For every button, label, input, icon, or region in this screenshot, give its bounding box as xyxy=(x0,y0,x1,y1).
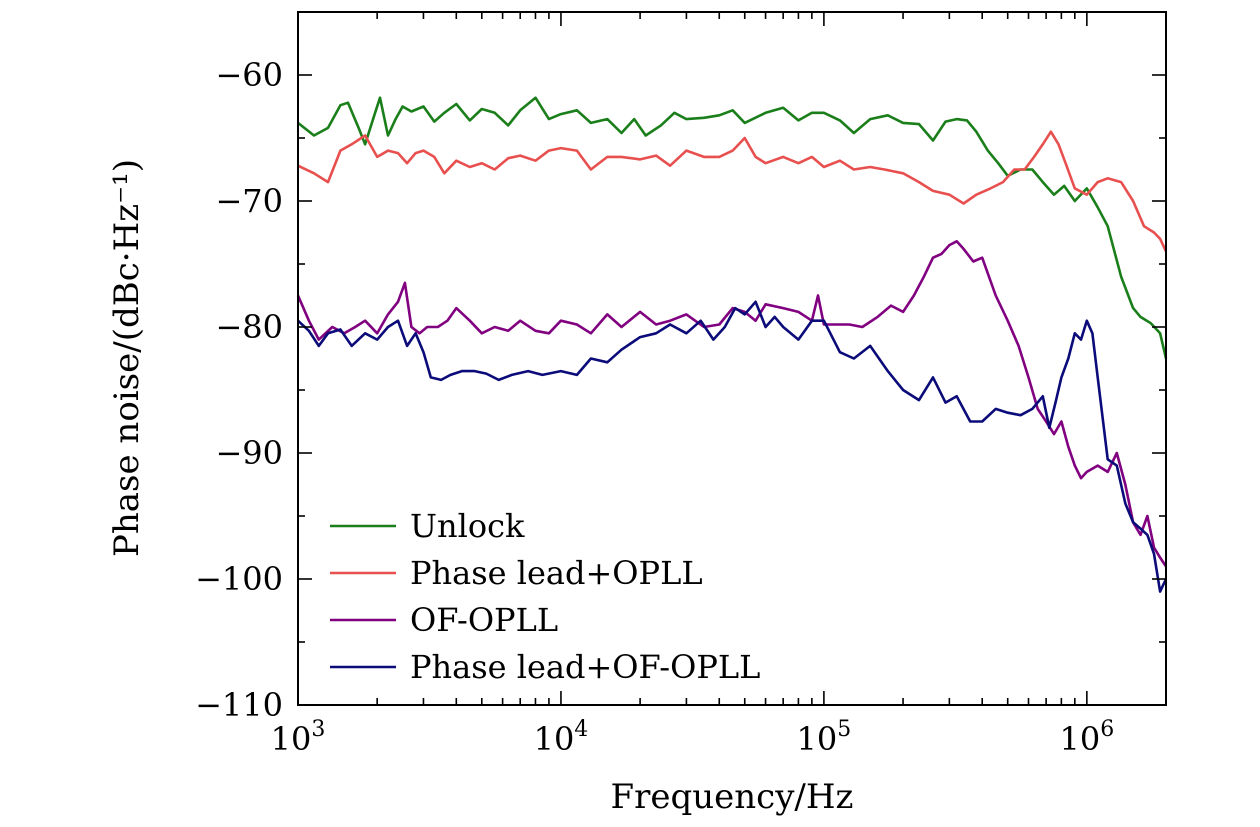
legend-label: Phase lead+OF-OPLL xyxy=(410,648,760,686)
ticks-layer xyxy=(297,11,1167,706)
series-layer xyxy=(296,96,1168,593)
x-tick-label: 106 xyxy=(1059,717,1114,758)
y-tick-label: −90 xyxy=(215,434,283,472)
y-tick-label: −110 xyxy=(195,686,283,724)
series-line-1 xyxy=(297,130,1168,252)
series-line-3 xyxy=(297,300,1168,593)
legend-label: Unlock xyxy=(410,507,525,545)
x-tick-labels: 103 104 105 106 xyxy=(271,717,1115,758)
legend-label: OF-OPLL xyxy=(410,601,558,639)
x-tick-label: 103 xyxy=(271,717,326,758)
plot-frame xyxy=(297,11,1167,706)
y-tick-label: −70 xyxy=(215,182,283,220)
legend-label: Phase lead+OPLL xyxy=(410,554,703,592)
series-line-2 xyxy=(296,240,1168,568)
y-tick-label: −100 xyxy=(195,560,283,598)
legend: Unlock Phase lead+OPLL OF-OPLL Phase lead+O… xyxy=(330,507,760,686)
x-tick-label: 105 xyxy=(797,717,852,758)
x-tick-label: 104 xyxy=(534,717,589,758)
y-tick-labels: −60 −70 −80 −90 −100 −110 xyxy=(195,56,283,724)
y-axis-label: Phase noise/(dBc·Hz⁻¹) xyxy=(107,159,147,557)
y-tick-label: −80 xyxy=(215,308,283,346)
x-axis-label: Frequency/Hz xyxy=(611,777,854,817)
series-line-0 xyxy=(297,96,1168,359)
y-tick-label: −60 xyxy=(215,56,283,94)
